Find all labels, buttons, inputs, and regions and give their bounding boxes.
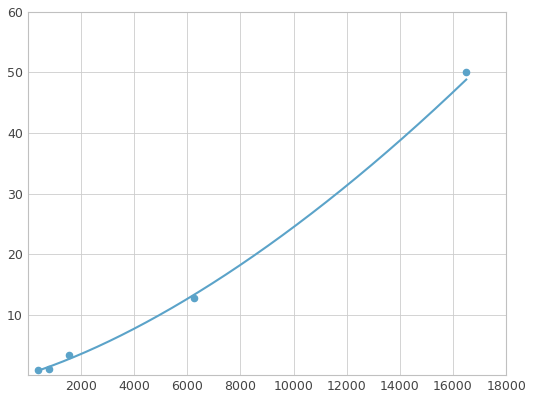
Point [34,367,43,374]
Point [65,352,74,358]
Point [462,69,471,76]
Point [190,294,198,301]
Point [44,365,53,372]
